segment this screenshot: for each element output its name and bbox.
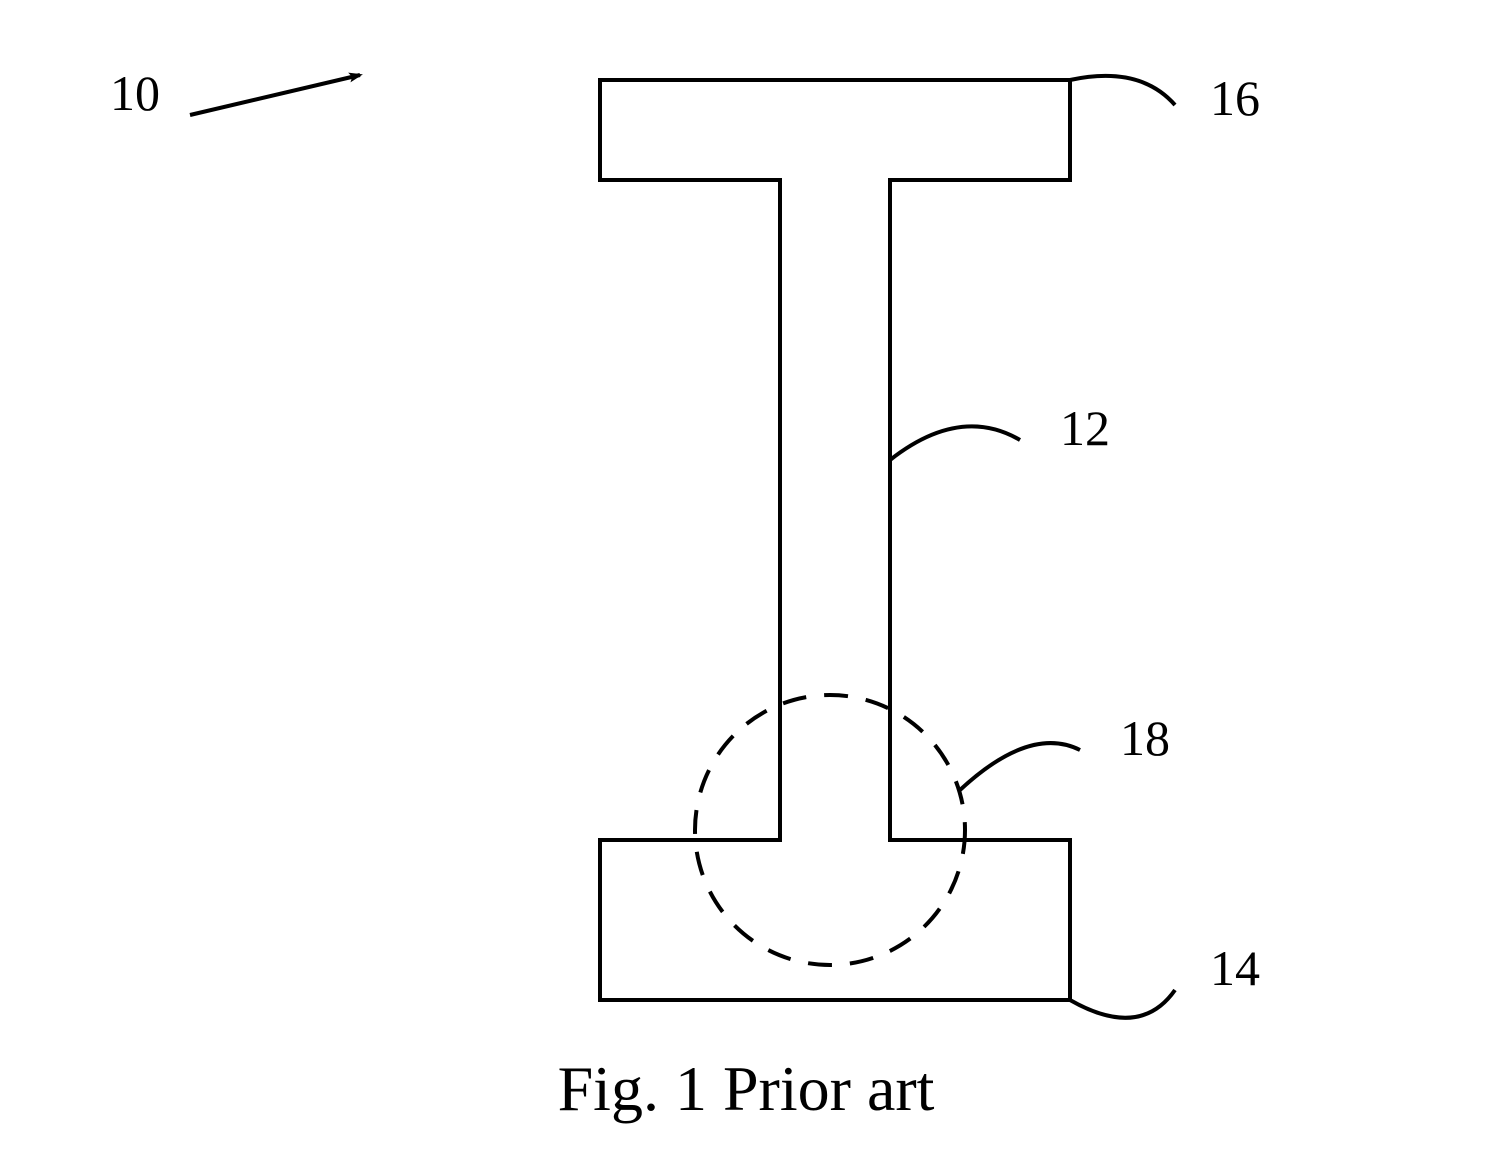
- leader-12: [890, 426, 1020, 460]
- callout-label-14: 14: [1210, 940, 1260, 996]
- callout-label-12: 12: [1060, 400, 1110, 456]
- leader-16: [1070, 76, 1175, 105]
- detail-circle: [695, 695, 965, 965]
- ref-arrow: [190, 75, 360, 115]
- callout-label-18: 18: [1120, 710, 1170, 766]
- callout-leaders: [890, 76, 1175, 1018]
- ref-label-10: 10: [110, 65, 160, 121]
- leader-14: [1070, 990, 1175, 1018]
- leader-18: [960, 743, 1080, 790]
- figure-canvas: 10 16 12 18 14 Fig. 1 Prior art: [0, 0, 1492, 1159]
- callout-label-16: 16: [1210, 70, 1260, 126]
- callout-labels: 16 12 18 14: [1060, 70, 1260, 996]
- ibeam-outline: [600, 80, 1070, 1000]
- figure-caption: Fig. 1 Prior art: [558, 1053, 935, 1124]
